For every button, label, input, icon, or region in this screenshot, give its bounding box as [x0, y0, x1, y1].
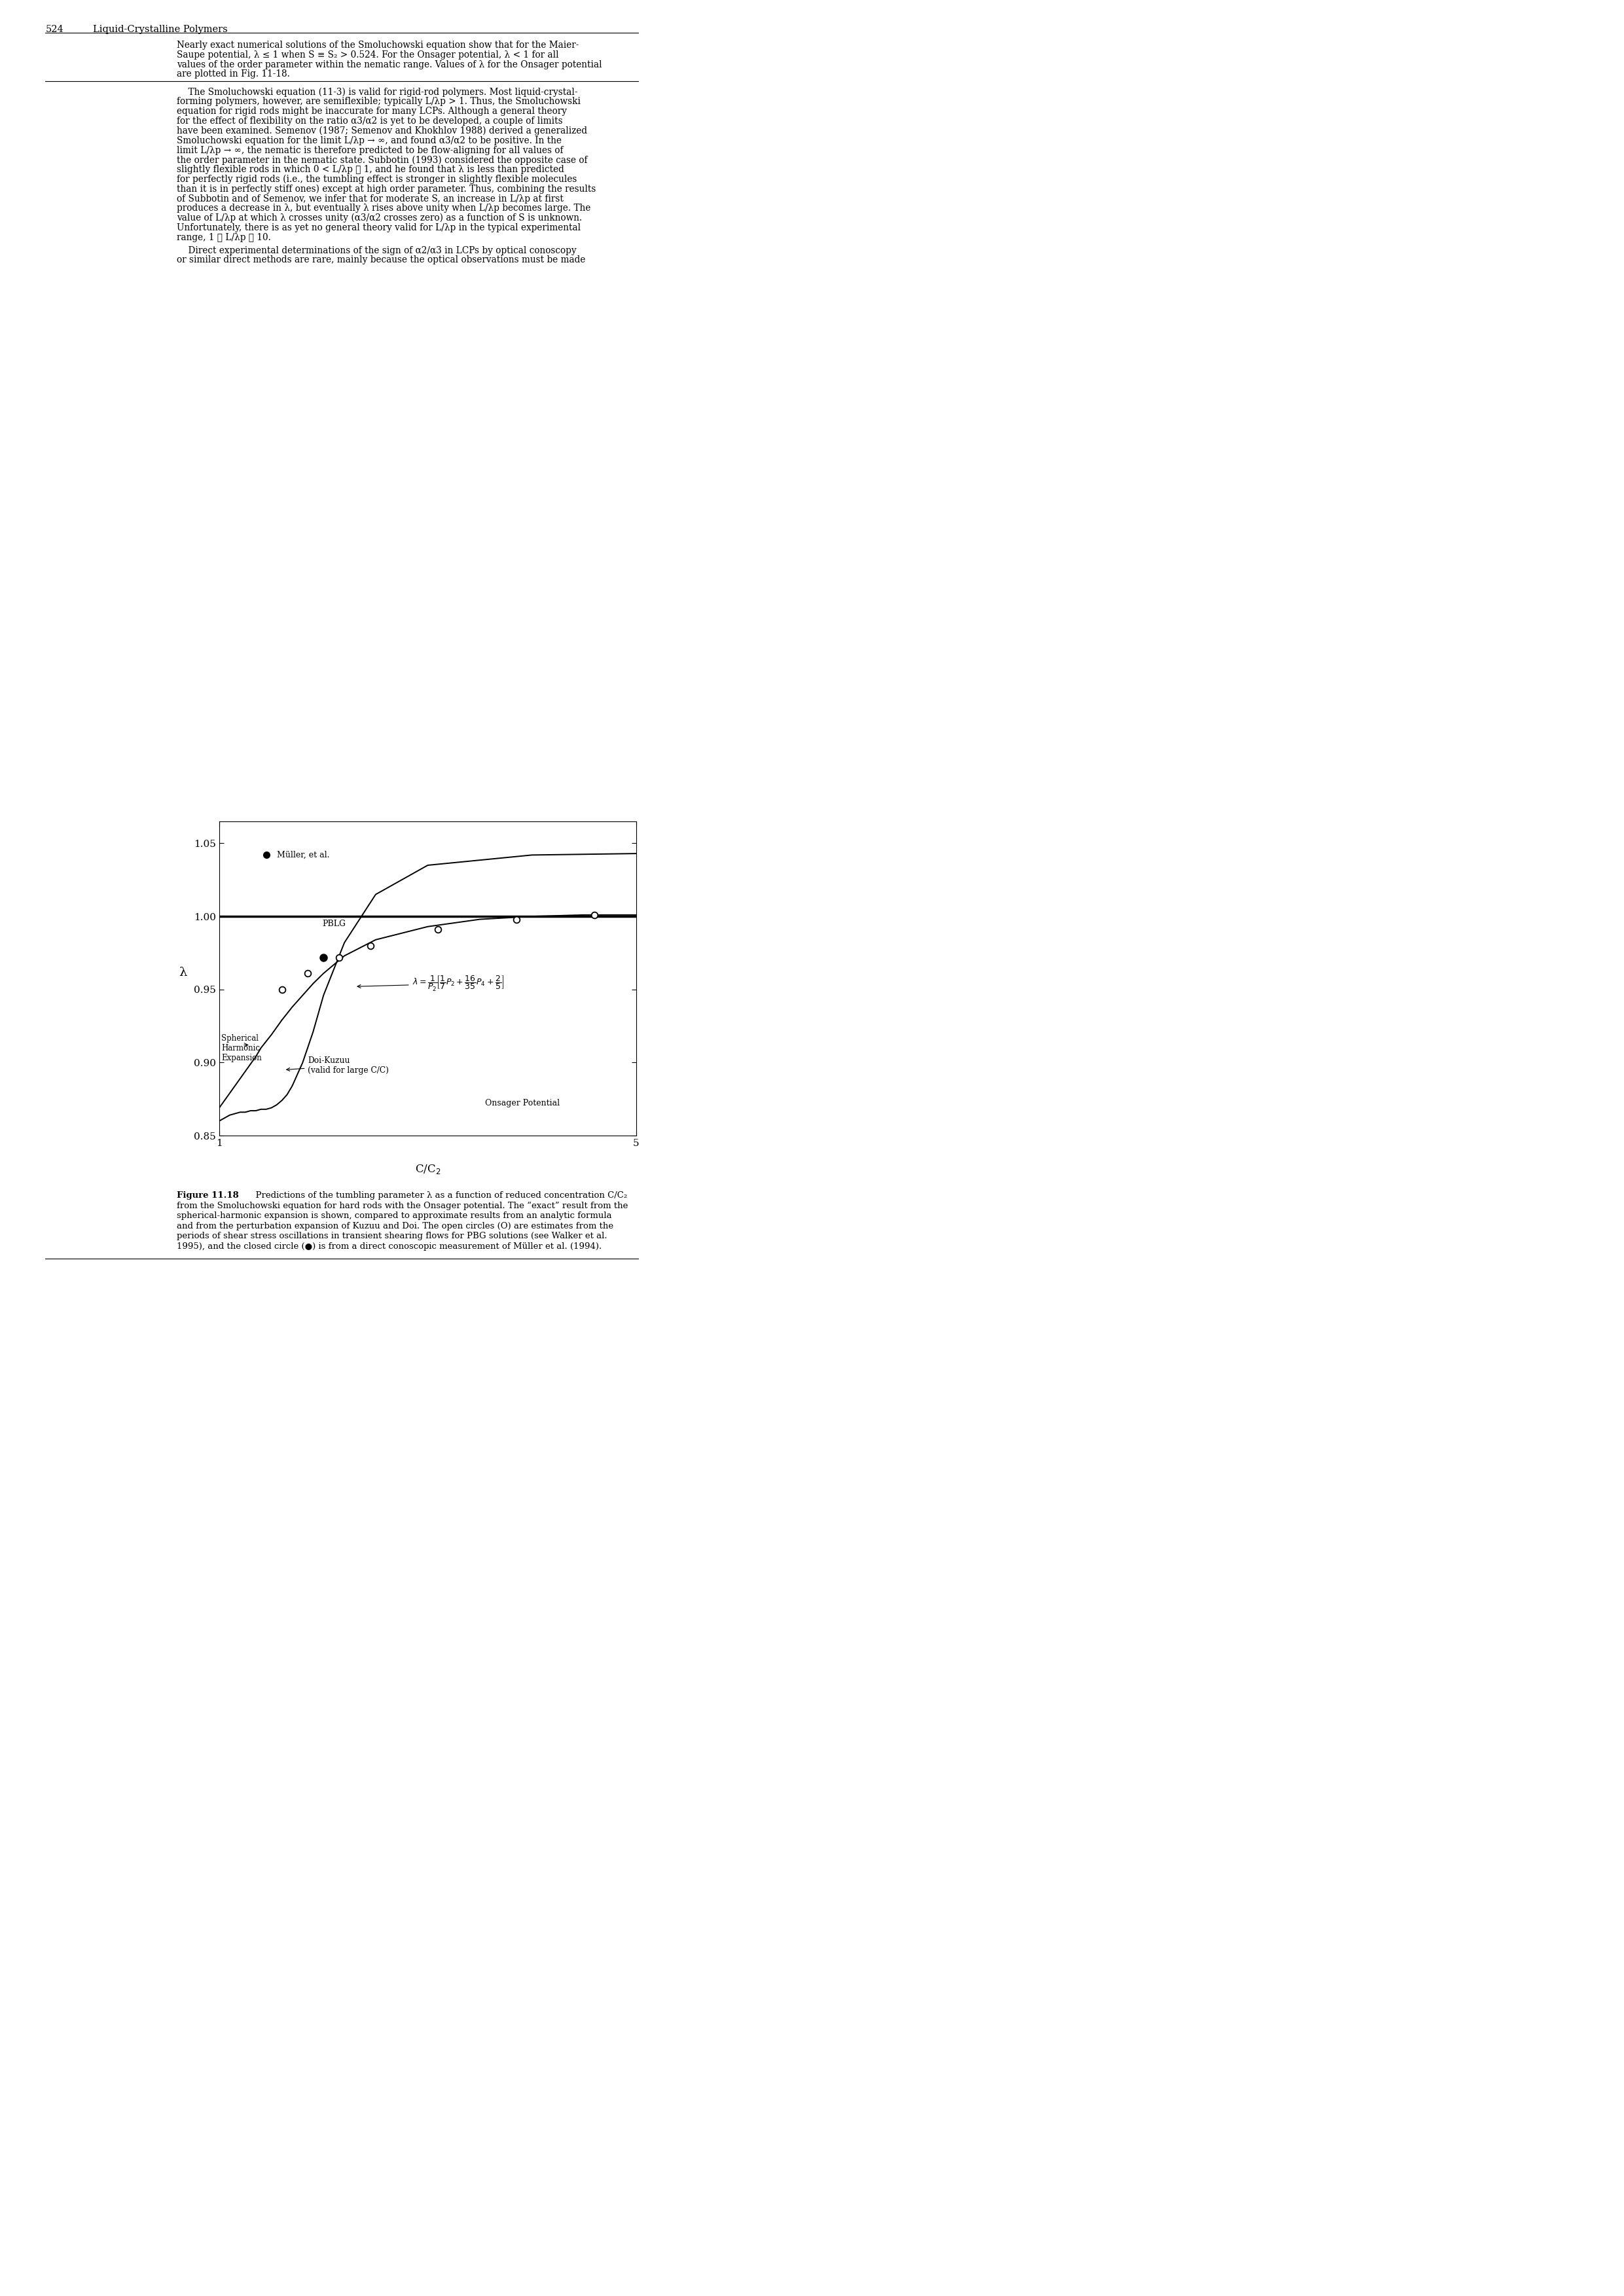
Text: or similar direct methods are rare, mainly because the optical observations must: or similar direct methods are rare, main… — [177, 255, 585, 264]
Text: Predictions of the tumbling parameter λ as a function of reduced concentration C: Predictions of the tumbling parameter λ … — [250, 1192, 627, 1201]
Text: limit L/λp → ∞, the nematic is therefore predicted to be flow-aligning for all v: limit L/λp → ∞, the nematic is therefore… — [177, 145, 564, 154]
Text: produces a decrease in λ, but eventually λ rises above unity when L/λp becomes l: produces a decrease in λ, but eventually… — [177, 204, 591, 214]
Text: Figure 11.18: Figure 11.18 — [177, 1192, 239, 1201]
Text: spherical-harmonic expansion is shown, compared to approximate results from an a: spherical-harmonic expansion is shown, c… — [177, 1212, 612, 1219]
Text: equation for rigid rods might be inaccurate for many LCPs. Although a general th: equation for rigid rods might be inaccur… — [177, 108, 567, 117]
Text: Doi-Kuzuu
(valid for large C/C): Doi-Kuzuu (valid for large C/C) — [286, 1056, 390, 1075]
Text: Saupe potential, λ ≤ 1 when S ≡ S₂ > 0.524. For the Onsager potential, λ < 1 for: Saupe potential, λ ≤ 1 when S ≡ S₂ > 0.5… — [177, 51, 559, 60]
Text: Müller, et al.: Müller, et al. — [276, 852, 330, 859]
Text: Spherical
Harmonic
Expansion: Spherical Harmonic Expansion — [221, 1033, 261, 1063]
Text: value of L/λp at which λ crosses unity (α3/α2 crosses zero) as a function of S i: value of L/λp at which λ crosses unity (… — [177, 214, 581, 223]
Text: range, 1 ≲ L/λp ≲ 10.: range, 1 ≲ L/λp ≲ 10. — [177, 232, 271, 241]
Text: periods of shear stress oscillations in transient shearing flows for PBG solutio: periods of shear stress oscillations in … — [177, 1231, 607, 1240]
Text: are plotted in Fig. 11-18.: are plotted in Fig. 11-18. — [177, 69, 291, 78]
Text: Liquid-Crystalline Polymers: Liquid-Crystalline Polymers — [93, 25, 227, 34]
Y-axis label: λ: λ — [179, 967, 187, 978]
Text: for the effect of flexibility on the ratio α3/α2 is yet to be developed, a coupl: for the effect of flexibility on the rat… — [177, 117, 562, 126]
Text: from the Smoluchowski equation for hard rods with the Onsager potential. The “ex: from the Smoluchowski equation for hard … — [177, 1201, 628, 1210]
Text: have been examined. Semenov (1987; Semenov and Khokhlov 1988) derived a generali: have been examined. Semenov (1987; Semen… — [177, 126, 588, 135]
Text: forming polymers, however, are semiflexible; typically L/λp > 1. Thus, the Smolu: forming polymers, however, are semiflexi… — [177, 96, 581, 106]
Text: slightly flexible rods in which 0 < L/λp ≪ 1, and he found that λ is less than p: slightly flexible rods in which 0 < L/λp… — [177, 165, 564, 174]
Text: Direct experimental determinations of the sign of α2/α3 in LCPs by optical conos: Direct experimental determinations of th… — [177, 246, 577, 255]
Text: C/C$_2$: C/C$_2$ — [414, 1164, 440, 1176]
Text: Nearly exact numerical solutions of the Smoluchowski equation show that for the : Nearly exact numerical solutions of the … — [177, 41, 578, 51]
Text: Smoluchowski equation for the limit L/λp → ∞, and found α3/α2 to be positive. In: Smoluchowski equation for the limit L/λp… — [177, 135, 562, 145]
Text: The Smoluchowski equation (11-3) is valid for rigid-rod polymers. Most liquid-cr: The Smoluchowski equation (11-3) is vali… — [177, 87, 578, 96]
Text: 524: 524 — [45, 25, 63, 34]
Text: values of the order parameter within the nematic range. Values of λ for the Onsa: values of the order parameter within the… — [177, 60, 603, 69]
Text: 1995), and the closed circle (●) is from a direct conoscopic measurement of Müll: 1995), and the closed circle (●) is from… — [177, 1242, 603, 1251]
Text: PBLG: PBLG — [322, 921, 346, 928]
Text: for perfectly rigid rods (i.e., the tumbling effect is stronger in slightly flex: for perfectly rigid rods (i.e., the tumb… — [177, 174, 577, 184]
Text: of Subbotin and of Semenov, we infer that for moderate S, an increase in L/λp at: of Subbotin and of Semenov, we infer tha… — [177, 195, 564, 204]
Text: and from the perturbation expansion of Kuzuu and Doi. The open circles (O) are e: and from the perturbation expansion of K… — [177, 1221, 614, 1231]
Text: Unfortunately, there is as yet no general theory valid for L/λp in the typical e: Unfortunately, there is as yet no genera… — [177, 223, 581, 232]
Text: the order parameter in the nematic state. Subbotin (1993) considered the opposit: the order parameter in the nematic state… — [177, 156, 588, 165]
Text: Onsager Potential: Onsager Potential — [486, 1100, 560, 1107]
Text: than it is in perfectly stiff ones) except at high order parameter. Thus, combin: than it is in perfectly stiff ones) exce… — [177, 184, 596, 193]
Text: $\lambda = \dfrac{1}{P_2}\!\left[\dfrac{1}{7}P_2 + \dfrac{16}{35}P_4 + \dfrac{2}: $\lambda = \dfrac{1}{P_2}\!\left[\dfrac{… — [357, 974, 503, 992]
